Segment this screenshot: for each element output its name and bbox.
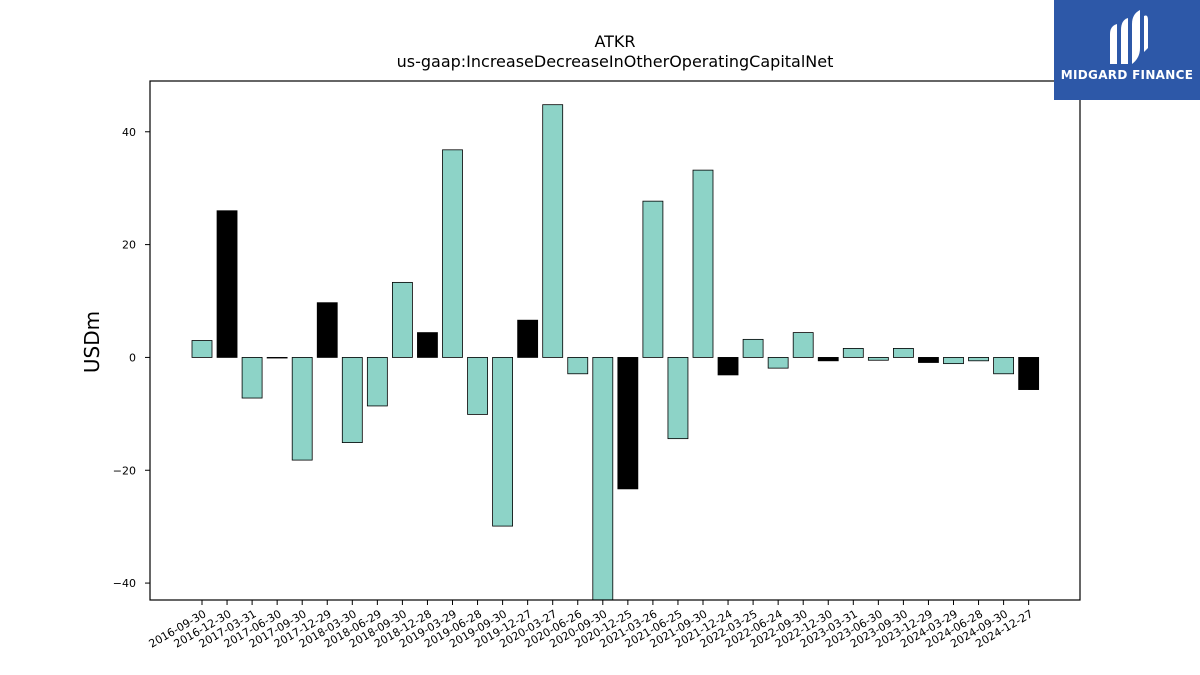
bar-2017-06-30 bbox=[266, 357, 288, 359]
y-tick-label: −20 bbox=[113, 464, 136, 477]
bar-2021-06-25 bbox=[667, 357, 689, 440]
bar-2021-09-30 bbox=[692, 169, 714, 358]
y-tick-label: 20 bbox=[122, 239, 136, 252]
bar-2023-12-29 bbox=[918, 357, 939, 363]
y-axis-label: USDm bbox=[80, 311, 104, 373]
bar-2023-09-30 bbox=[893, 347, 914, 358]
bar-2022-06-24 bbox=[767, 357, 789, 369]
logo-text: MIDGARD FINANCE bbox=[1060, 68, 1194, 82]
bar-series bbox=[191, 104, 1040, 601]
brand-logo: MIDGARD FINANCE bbox=[1054, 0, 1200, 100]
bar-2018-03-30 bbox=[341, 357, 363, 444]
bar-2021-03-26 bbox=[642, 200, 664, 358]
bar-2022-03-25 bbox=[742, 338, 764, 358]
y-tick-label: 0 bbox=[129, 351, 136, 364]
bar-2024-12-27 bbox=[1018, 357, 1040, 390]
bar-2017-09-30 bbox=[291, 357, 313, 461]
bar-2018-09-30 bbox=[391, 281, 413, 358]
bar-2017-03-31 bbox=[241, 357, 263, 399]
bar-2023-03-31 bbox=[842, 347, 864, 358]
bar-2021-12-24 bbox=[717, 357, 739, 376]
bar-2020-12-25 bbox=[617, 357, 639, 490]
chart-subtitle: us-gaap:IncreaseDecreaseInOtherOperating… bbox=[396, 52, 834, 71]
bar-2016-12-30 bbox=[216, 210, 238, 358]
y-tick-label: −40 bbox=[113, 577, 136, 590]
bar-2016-09-30 bbox=[191, 340, 213, 358]
bar-2020-03-27 bbox=[542, 104, 564, 358]
bar-2022-09-30 bbox=[792, 332, 814, 358]
bar-2023-06-30 bbox=[867, 357, 889, 361]
bar-2018-12-28 bbox=[417, 332, 438, 358]
y-axis: −40 −20 0 20 40 bbox=[113, 126, 150, 590]
x-axis: 2016-09-302016-12-302017-03-312017-06-30… bbox=[147, 600, 1035, 651]
bar-2022-12-30 bbox=[817, 357, 839, 362]
bar-2019-03-29 bbox=[442, 149, 463, 358]
bar-2019-09-30 bbox=[492, 357, 514, 527]
y-tick-label: 40 bbox=[122, 126, 136, 139]
plot-frame bbox=[149, 80, 1081, 601]
bar-2019-12-27 bbox=[517, 319, 539, 358]
bar-2024-06-28 bbox=[968, 357, 989, 362]
chart-title: ATKR bbox=[594, 32, 636, 51]
logo-mark-icon bbox=[1110, 10, 1148, 64]
bar-2024-09-30 bbox=[993, 357, 1014, 375]
bar-2020-09-30 bbox=[592, 357, 614, 601]
bar-2018-06-29 bbox=[366, 357, 388, 407]
bar-2020-06-26 bbox=[567, 357, 589, 375]
bar-2019-06-28 bbox=[467, 357, 488, 415]
bar-2017-12-29 bbox=[316, 302, 338, 358]
bar-2024-03-29 bbox=[943, 357, 964, 365]
